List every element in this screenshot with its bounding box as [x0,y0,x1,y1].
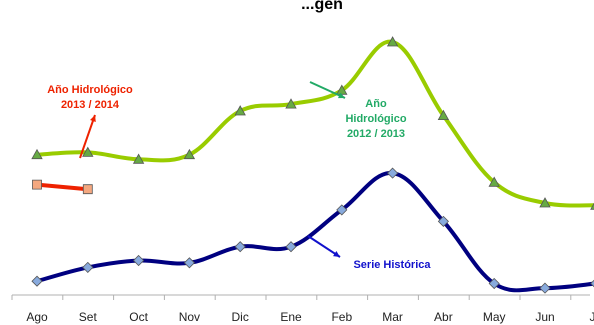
x-tick-label: Nov [179,310,200,324]
data-point [31,275,43,287]
series-line-hidro-2013-2014 [35,182,90,192]
series-label-hidro-2013-2014: Año Hidrológico 2013 / 2014 [47,84,133,111]
x-tick-label: Set [79,310,98,324]
annotation-arrow [307,235,341,258]
arrow-head [338,92,345,99]
data-point [387,167,399,179]
data-point [437,215,449,227]
annotation-arrow [79,114,96,159]
data-point [488,176,500,187]
data-point [31,148,43,160]
data-point [82,146,94,157]
data-point [539,282,551,294]
series-line-serie-historica [35,171,594,293]
series-line-hidro-2012-2013 [35,39,594,208]
data-point [133,254,145,267]
chart-title: ...gen [301,0,343,13]
arrow-head [90,115,96,122]
x-tick-label: Ago [26,310,48,324]
x-tick-label: Oct [129,310,148,324]
annotation-arrow [309,81,346,99]
x-tick-label: Jun [535,310,554,324]
data-point [82,261,94,273]
data-point [183,148,196,160]
data-point [132,153,145,164]
data-point [82,184,93,195]
data-point [285,98,297,109]
x-tick-label: Feb [331,310,352,324]
x-tick-label: Abr [434,310,453,324]
data-point [590,279,594,288]
data-point [488,277,500,290]
x-tick-label: Mar [382,310,403,324]
data-point [32,179,42,190]
series-markers [31,36,594,294]
series-annotations: Año Hidrológico 2012 / 2013 Año Hidrológico… [47,81,431,271]
x-tick-label: Dic [232,310,249,324]
x-axis-labels: Ago Set Oct Nov Dic Ene Feb Mar Abr May Jun Ju [26,310,594,324]
data-point [234,241,246,253]
arrow-head [333,250,340,257]
x-tick-label: Ene [280,310,302,324]
data-point [234,105,246,116]
data-point [539,197,551,208]
data-point [285,241,297,253]
data-point [590,202,594,210]
x-tick-marks [11,295,572,300]
series-label-serie-historica: Serie Histórica [353,259,431,271]
data-point [336,204,348,216]
x-tick-label: May [483,310,506,324]
data-point [386,36,399,47]
x-tick-label: Ju [589,310,594,324]
data-point [183,257,195,269]
series-lines [35,39,594,293]
data-point [437,109,450,120]
series-label-hidro-2012-2013: Año Hidrológico 2012 / 2013 [345,98,406,140]
